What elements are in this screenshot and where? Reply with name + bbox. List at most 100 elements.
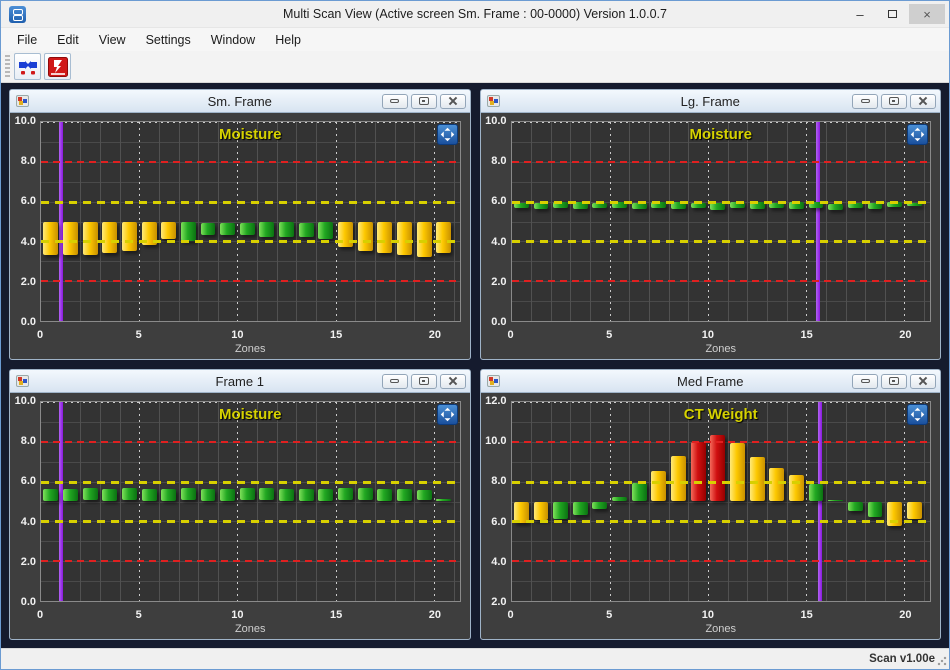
minimize-icon: [390, 379, 399, 383]
gridline: [845, 122, 847, 321]
x-tick-label: 10: [701, 329, 715, 341]
child-minimize-button[interactable]: [381, 93, 408, 109]
plot-title: CT Weight: [683, 406, 758, 423]
resize-grip[interactable]: [937, 656, 947, 666]
gridline: [668, 122, 670, 321]
y-tick-label: 2.0: [20, 275, 36, 288]
bar-zone-7: [161, 221, 177, 240]
bar-zone-19: [397, 221, 412, 256]
window-icon: [16, 375, 29, 387]
gridline: [904, 402, 906, 601]
bar-zone-12: [729, 201, 745, 208]
y-tick-label: 6.0: [491, 515, 507, 528]
top-dotted-line: [511, 402, 930, 403]
child-maximize-button[interactable]: [881, 93, 907, 109]
bar-zone-12: [259, 487, 275, 501]
bar-zone-1: [513, 202, 529, 208]
chart-window-title: Med Frame: [677, 373, 744, 389]
gridline: [511, 141, 930, 143]
reference-line-4: [511, 560, 930, 563]
chart-window-titlebar[interactable]: Lg. Frame: [480, 90, 940, 112]
gridline: [511, 541, 930, 543]
bar-zone-15: [788, 474, 804, 502]
child-minimize-button[interactable]: [852, 373, 878, 389]
gridline: [99, 402, 101, 601]
bar-zone-6: [612, 201, 628, 208]
expand-icon[interactable]: [436, 124, 458, 145]
child-close-button[interactable]: [439, 93, 466, 109]
y-tick-label: 0.0: [20, 596, 36, 608]
bar-zone-16: [338, 221, 353, 248]
x-axis-label: Zones: [234, 343, 266, 355]
menu-item-window[interactable]: Window: [210, 32, 256, 47]
chart-window-titlebar[interactable]: Sm. Frame: [10, 90, 470, 112]
gridline: [806, 402, 808, 601]
gridline: [80, 122, 82, 321]
child-close-button[interactable]: [910, 373, 936, 389]
bar-zone-9: [671, 201, 686, 209]
bar-zone-20: [416, 221, 432, 258]
gridline: [178, 402, 180, 601]
menu-item-file[interactable]: File: [17, 32, 38, 47]
bar-zone-2: [533, 202, 549, 209]
disconnect-icon[interactable]: [44, 53, 71, 80]
gridline: [41, 261, 460, 263]
gridline: [316, 402, 318, 601]
gridline: [198, 402, 200, 601]
expand-icon[interactable]: [907, 124, 928, 145]
child-maximize-button[interactable]: [410, 93, 437, 109]
gridline: [825, 402, 827, 601]
bar-zone-14: [769, 202, 785, 208]
connect-icon[interactable]: [14, 53, 41, 80]
chart-window-title: Lg. Frame: [680, 93, 740, 109]
expand-icon[interactable]: [436, 404, 458, 425]
child-minimize-button[interactable]: [852, 93, 878, 109]
gridline: [727, 122, 729, 321]
menu-item-settings[interactable]: Settings: [145, 32, 191, 47]
bar-zone-10: [690, 441, 706, 502]
child-minimize-button[interactable]: [381, 373, 408, 389]
gridline: [453, 402, 455, 601]
gridline: [119, 402, 121, 601]
child-maximize-button[interactable]: [410, 373, 437, 389]
menu-item-view[interactable]: View: [98, 32, 126, 47]
chart-window-title: Frame 1: [215, 373, 264, 389]
bar-zone-8: [180, 221, 196, 242]
chart-window-titlebar[interactable]: Frame 1: [10, 370, 470, 392]
y-tick-label: 2.0: [20, 555, 36, 568]
maximize-button[interactable]: [877, 4, 907, 24]
bar-zone-11: [710, 434, 726, 502]
gridline: [41, 221, 460, 223]
child-maximize-button[interactable]: [881, 373, 907, 389]
bar-zone-21: [906, 202, 922, 206]
y-tick-label: 12.0: [485, 395, 507, 407]
x-tick-label: 20: [899, 609, 912, 621]
chart-window-titlebar[interactable]: Med Frame: [480, 370, 940, 392]
y-tick-label: 8.0: [491, 155, 507, 168]
gridline: [414, 402, 416, 601]
menu-item-help[interactable]: Help: [275, 32, 301, 47]
child-close-button[interactable]: [439, 373, 466, 389]
main-titlebar[interactable]: Multi Scan View (Active screen Sm. Frame…: [1, 1, 949, 27]
bar-zone-18: [847, 501, 863, 512]
child-close-button[interactable]: [910, 93, 936, 109]
maximize-icon: [889, 97, 899, 105]
gridline: [550, 402, 552, 601]
chart-window-title: Sm. Frame: [207, 93, 272, 109]
main-window-title: Multi Scan View (Active screen Sm. Frame…: [283, 7, 667, 21]
menu-item-edit[interactable]: Edit: [57, 32, 79, 47]
bar-zone-3: [82, 221, 98, 256]
gridline: [688, 122, 690, 321]
gridline: [531, 122, 533, 321]
x-tick-label: 15: [330, 609, 343, 621]
gridline: [296, 402, 298, 601]
gridline: [237, 122, 239, 321]
minimize-button[interactable]: –: [845, 4, 875, 24]
gridline: [766, 122, 768, 321]
reference-line-8: [511, 160, 930, 163]
toolbar-grip[interactable]: [5, 54, 10, 79]
bar-zone-1: [43, 488, 59, 501]
expand-icon[interactable]: [907, 404, 928, 425]
bar-zone-7: [161, 488, 177, 501]
close-button[interactable]: ×: [909, 4, 945, 24]
